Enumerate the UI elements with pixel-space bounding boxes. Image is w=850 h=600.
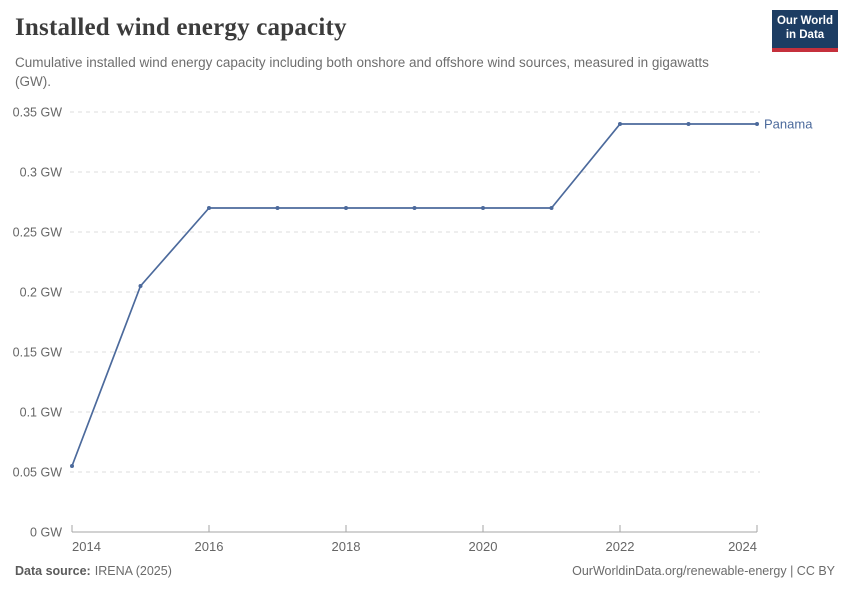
y-tick-label: 0 GW xyxy=(30,526,62,540)
data-point[interactable] xyxy=(275,206,280,210)
y-tick-label: 0.25 GW xyxy=(13,226,63,240)
data-point[interactable] xyxy=(207,206,211,210)
owid-logo-line2: in Data xyxy=(785,29,825,41)
data-point[interactable] xyxy=(549,206,554,210)
chart-footer: Data source: IRENA (2025) OurWorldinData.… xyxy=(15,564,835,578)
data-point[interactable] xyxy=(138,284,143,288)
data-source: Data source: IRENA (2025) xyxy=(15,564,172,578)
page-title: Installed wind energy capacity xyxy=(15,14,347,41)
x-tick-label: 2018 xyxy=(332,539,361,554)
data-point[interactable] xyxy=(412,206,417,210)
line-chart-area: 0 GW 0.05 GW 0.1 GW 0.15 GW 0.2 GW 0.25 GW 0.3… xyxy=(0,95,850,555)
chart-canvas: 0 GW 0.05 GW 0.1 GW 0.15 GW 0.2 GW 0.25 GW 0.3… xyxy=(13,106,814,555)
data-point[interactable] xyxy=(755,122,759,126)
data-point[interactable] xyxy=(618,122,622,126)
data-source-label: Data source: xyxy=(15,564,91,578)
owid-logo-red-strip xyxy=(772,48,838,52)
chart-subtitle: Cumulative installed wind energy capacit… xyxy=(15,55,709,90)
y-tick-label: 0.2 GW xyxy=(20,286,63,300)
y-tick-label: 0.05 GW xyxy=(13,466,63,480)
y-tick-label: 0.3 GW xyxy=(20,166,63,180)
x-tick-label: 2020 xyxy=(469,539,498,554)
x-tick-label: 2024 xyxy=(728,539,757,554)
x-tick-label: 2014 xyxy=(72,539,101,554)
license-link[interactable]: CC BY xyxy=(796,564,835,578)
x-tick-label: 2016 xyxy=(195,539,224,554)
y-tick-label: 0.35 GW xyxy=(13,106,63,120)
data-source-value: IRENA (2025) xyxy=(94,564,172,578)
data-point[interactable] xyxy=(70,464,74,468)
footer-separator: | xyxy=(786,564,797,578)
data-line[interactable] xyxy=(71,123,758,467)
y-tick-label: 0.1 GW xyxy=(20,406,63,420)
data-point[interactable] xyxy=(481,206,485,210)
owid-logo-line1: Our World xyxy=(776,15,833,28)
x-tick-label: 2022 xyxy=(606,539,635,554)
series-label[interactable]: Panama xyxy=(764,117,813,132)
owid-logo[interactable]: Our World in Data xyxy=(772,10,838,52)
y-tick-label: 0.15 GW xyxy=(13,346,63,360)
owid-url-link[interactable]: OurWorldinData.org/renewable-energy xyxy=(572,564,787,578)
footer-attribution: OurWorldinData.org/renewable-energy | CC… xyxy=(572,564,835,578)
data-point[interactable] xyxy=(686,122,691,126)
data-point[interactable] xyxy=(344,206,348,210)
